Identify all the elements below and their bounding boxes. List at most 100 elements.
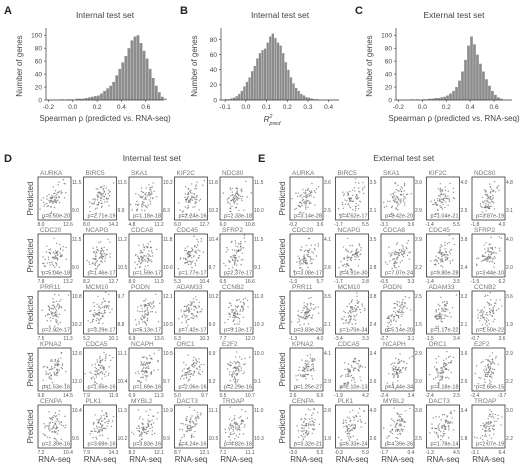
data-point [152,300,155,303]
data-point [94,199,97,201]
data-point [437,212,439,215]
data-point [196,411,199,414]
data-point [236,196,238,199]
data-point [135,253,137,256]
p-value: p=8.42e-20 [385,214,413,220]
data-point [138,321,140,323]
data-point [437,317,440,320]
data-point [401,418,403,420]
data-point [484,255,486,258]
data-point [146,361,148,364]
data-point [187,246,189,248]
data-point [143,246,146,249]
data-point [345,319,347,322]
data-point [185,198,187,200]
data-point [146,314,148,316]
data-point [445,310,447,313]
data-point [50,366,53,368]
gene-name: NCAPH [131,341,154,348]
data-point [439,259,442,261]
data-point [143,198,145,201]
data-point [193,435,195,438]
data-point [347,250,349,252]
data-point [302,188,304,191]
data-point [486,423,488,425]
data-point [490,199,492,201]
data-point [159,302,161,304]
data-point [182,210,185,212]
data-point [202,251,205,253]
data-point [108,300,110,303]
data-point [236,313,238,316]
data-point [54,262,57,264]
data-point [243,237,245,239]
data-point [350,364,353,367]
data-point [56,417,58,420]
data-point [195,298,198,301]
data-point [144,322,147,324]
data-point [240,309,242,311]
y-tick-label: 11.3 [118,408,128,414]
data-point [391,314,394,316]
data-point [391,373,394,375]
data-point [493,266,495,268]
p-value: p=3.83e-16 [133,442,161,448]
data-point [54,257,57,260]
data-point [150,423,153,425]
data-point [94,258,97,261]
data-point [107,374,110,376]
y-tick-label: 3.6 [461,351,468,357]
histogram-bar [440,97,443,100]
data-point [397,198,400,200]
data-point [103,368,105,370]
data-point [485,313,487,316]
data-point [185,309,187,312]
data-point [354,360,357,363]
y-tick-label: 11.1 [118,351,128,357]
data-point [398,414,401,416]
data-point [435,260,437,262]
data-point [394,266,396,268]
data-point [313,247,316,250]
data-point [189,429,191,431]
data-point [143,268,146,270]
data-point [360,379,362,382]
p-value: p=6.50e-20 [42,214,70,220]
data-point [195,184,198,186]
data-point [242,298,245,300]
data-point [228,306,230,309]
data-point [99,355,101,358]
data-point [203,363,205,366]
data-point [188,427,191,430]
data-point [311,182,313,185]
x-axis-label: RNA-seq [336,455,368,464]
data-point [105,356,107,358]
data-point [304,259,307,262]
data-point [187,251,189,253]
data-point [493,318,496,321]
data-point [433,431,436,433]
plot-frame [471,404,506,449]
y-tick-label: 60 [210,52,218,59]
data-point [234,377,236,379]
data-point [492,258,494,261]
data-point [392,196,394,199]
data-point [237,193,239,195]
data-point [49,206,52,208]
x-tick-label: 6.3 [174,336,181,342]
data-point [399,202,402,204]
data-point [100,247,103,250]
y-tick-label: 2.5 [415,436,422,442]
data-point [297,369,300,371]
data-point [53,305,56,308]
data-point [434,315,437,317]
data-point [342,419,345,421]
data-point [243,304,245,306]
x-tick-label: 10.4 [63,450,73,456]
data-point [346,383,348,386]
data-point [232,433,234,435]
data-point [99,366,102,369]
data-point [52,196,54,198]
